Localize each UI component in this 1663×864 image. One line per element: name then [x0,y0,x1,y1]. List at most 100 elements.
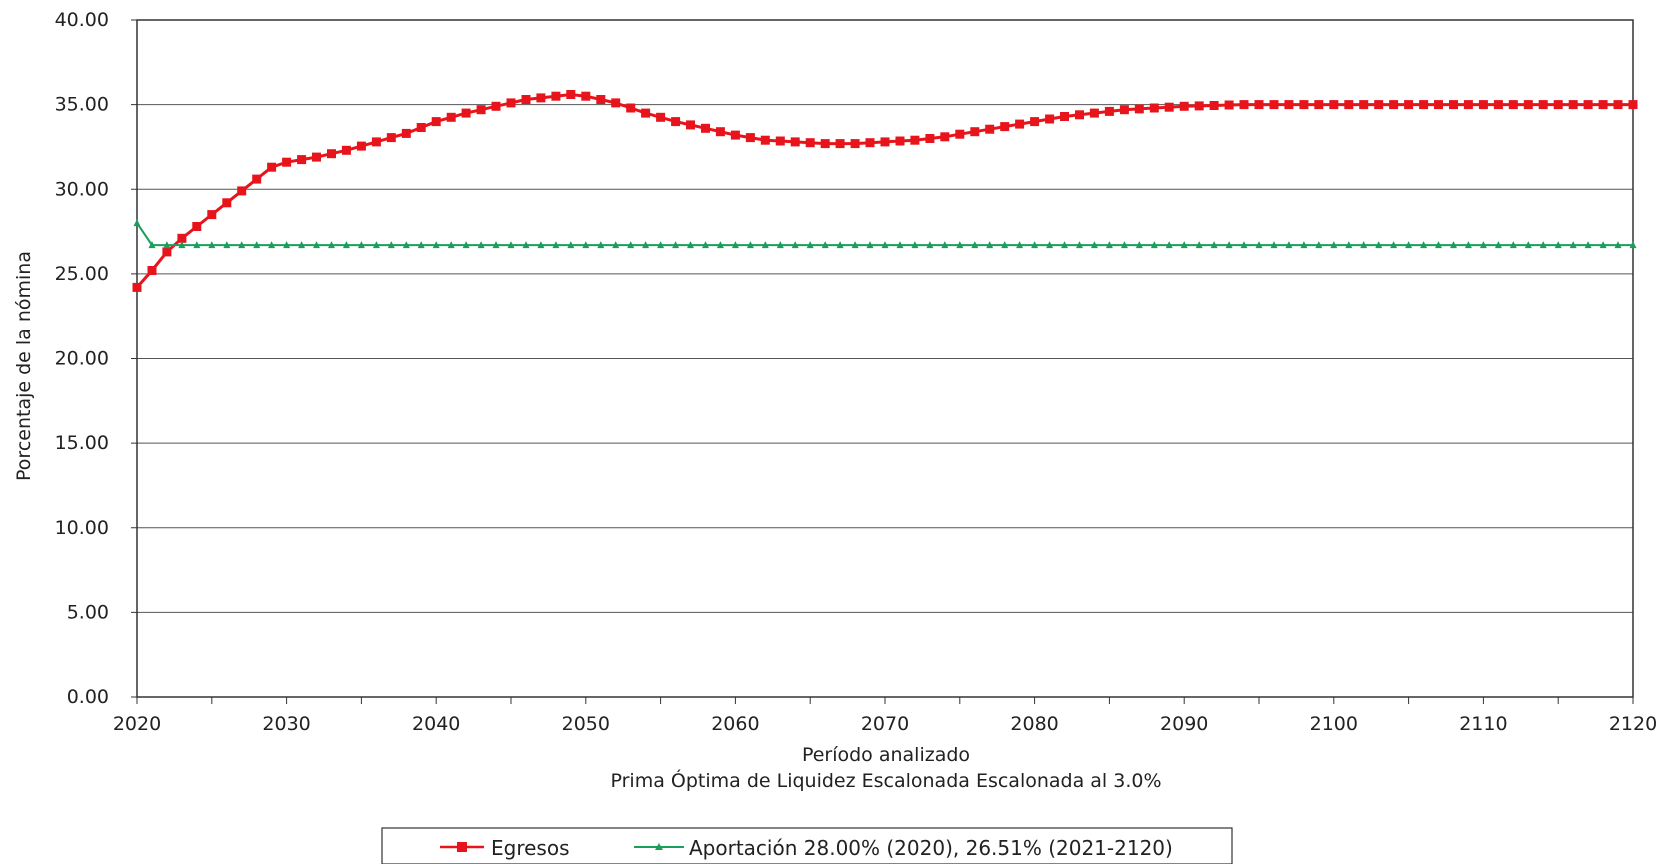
data-point [1479,241,1487,249]
data-point [761,241,769,249]
data-point [1420,241,1428,249]
data-point [252,174,262,184]
data-point [940,132,950,142]
data-point [1060,112,1069,121]
x-tick-label: 2030 [262,713,310,735]
data-point [1463,100,1473,110]
legend-label-aportacion: Aportación 28.00% (2020), 26.51% (2021-2… [689,836,1173,860]
x-tick-label: 2060 [711,713,759,735]
data-point [731,241,739,249]
data-point [986,241,994,249]
data-point [178,241,186,249]
data-point [1225,241,1233,249]
data-point [297,155,307,165]
data-point [730,130,740,140]
data-point [132,282,142,292]
data-point [790,137,800,147]
data-point [1270,241,1278,249]
data-point [177,233,187,243]
y-tick-label: 5.00 [67,601,109,623]
data-point [1449,100,1458,110]
data-point [133,219,141,227]
data-point [312,152,321,162]
data-point [1284,100,1294,110]
data-point [612,241,620,249]
legend-label-egresos: Egresos [491,836,570,860]
data-point [1045,114,1055,124]
data-point [1300,241,1308,249]
legend: Egresos Aportación 28.00% (2020), 26.51%… [381,827,1233,864]
x-tick-label: 2020 [113,713,161,735]
data-point [806,241,814,249]
data-point [566,90,576,99]
data-point [431,117,441,127]
data-point [1523,100,1533,110]
data-point [1539,241,1547,249]
data-point [341,145,351,155]
data-point [1509,241,1517,249]
data-point [581,91,591,101]
data-point [895,136,905,146]
data-point [775,136,785,146]
data-point [642,241,650,249]
series-group [132,90,1638,292]
data-point [1614,241,1622,249]
gridlines [137,19,1633,698]
x-tick-label: 2100 [1310,713,1358,735]
data-point [491,101,501,111]
data-point [956,241,964,249]
data-point [507,241,515,249]
data-point [715,127,725,137]
data-point [1120,241,1128,249]
data-point [1001,241,1009,249]
data-point [461,108,471,118]
data-point [582,241,590,249]
data-point [1569,241,1577,249]
data-point [462,241,470,249]
x-tick-label: 2110 [1459,713,1507,735]
data-point [1598,100,1608,110]
data-point [1524,241,1532,249]
data-point [820,139,830,149]
data-point [746,241,754,249]
data-point [1016,241,1024,249]
data-point [1046,241,1054,249]
data-point [1134,104,1144,114]
data-point [193,241,201,249]
data-point [446,112,456,122]
data-point [1553,100,1563,110]
data-point [1165,241,1173,249]
data-point [850,139,860,149]
data-point [148,241,156,249]
data-point [1031,241,1039,249]
data-point [702,241,709,249]
data-point [1030,117,1040,127]
data-point [1404,100,1414,110]
data-point [387,241,395,249]
data-point [432,241,440,249]
data-point [657,241,665,249]
data-point [866,241,874,249]
data-point [253,241,261,249]
data-point [1104,106,1114,116]
x-axis-ticks: 2020 2030 2040 2050 2060 2070 2080 2090 2100 2110… [113,697,1657,735]
data-point [1269,100,1279,110]
data-point [401,128,411,138]
data-point [1494,241,1502,249]
data-point [641,108,651,118]
data-point [327,149,336,159]
data-point [760,135,770,145]
x-tick-label: 2040 [412,713,460,735]
data-point [567,241,575,249]
data-point [745,133,755,143]
data-point [716,241,724,249]
data-point [207,210,217,220]
data-point [596,95,606,104]
data-point [283,241,291,249]
data-point [671,117,681,127]
data-point [1613,100,1623,110]
data-point [1405,241,1413,249]
data-point [1254,100,1264,110]
data-point [1329,100,1339,110]
